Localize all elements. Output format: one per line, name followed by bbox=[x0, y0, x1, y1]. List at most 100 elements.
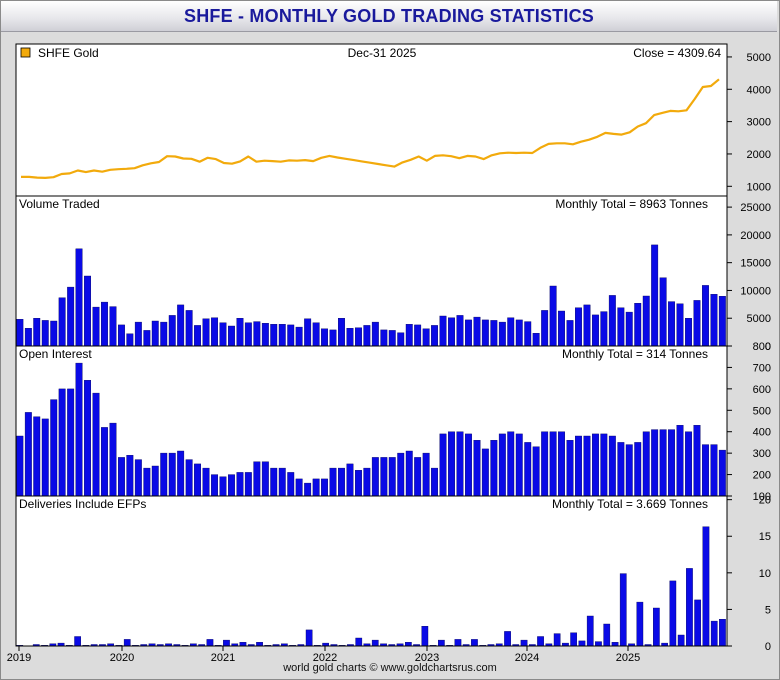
volume-bar bbox=[439, 315, 447, 347]
open_interest-bar bbox=[473, 440, 481, 497]
volume-bar bbox=[312, 322, 320, 347]
volume-bar bbox=[168, 315, 176, 347]
x-tick-label: 2025 bbox=[616, 652, 640, 664]
open_interest-bar bbox=[50, 399, 58, 497]
open_interest-bar bbox=[177, 450, 185, 497]
volume-bar bbox=[321, 328, 328, 347]
deliveries-bar bbox=[653, 607, 660, 647]
y-tick-label: 25000 bbox=[740, 202, 771, 214]
volume-bar bbox=[481, 319, 489, 347]
volume-bar bbox=[363, 325, 371, 347]
volume-bar bbox=[651, 244, 659, 347]
volume-bar bbox=[151, 320, 159, 347]
deliveries-title: Deliveries Include EFPs bbox=[19, 497, 146, 511]
open_interest-bar bbox=[448, 431, 455, 497]
volume-bar bbox=[371, 321, 379, 347]
open_interest-bar bbox=[304, 482, 312, 497]
deliveries-bar bbox=[305, 629, 313, 647]
volume-bar bbox=[211, 317, 219, 347]
open_interest-bar bbox=[329, 467, 337, 497]
volume-bar bbox=[380, 329, 388, 347]
open_interest-bar bbox=[312, 478, 320, 497]
open_interest-bar bbox=[109, 422, 117, 497]
open_interest-bar bbox=[33, 416, 41, 497]
deliveries-bar bbox=[256, 642, 263, 647]
open_interest-bar bbox=[481, 448, 489, 497]
y-tick-label: 700 bbox=[753, 362, 771, 374]
deliveries-bar bbox=[371, 639, 379, 647]
open_interest-bar bbox=[490, 440, 498, 497]
volume-bar bbox=[134, 321, 142, 347]
open_interest-bar bbox=[515, 433, 523, 497]
volume-bar bbox=[185, 310, 193, 347]
open_interest-bar bbox=[244, 472, 252, 497]
open_interest-bar bbox=[227, 474, 235, 497]
volume-bar bbox=[287, 324, 295, 347]
volume-readout: Monthly Total = 8963 Tonnes bbox=[555, 197, 708, 211]
deliveries-bar bbox=[694, 599, 702, 647]
deliveries-bar bbox=[719, 619, 726, 647]
deliveries-bar bbox=[504, 631, 511, 647]
y-tick-label: 15 bbox=[759, 531, 771, 543]
volume-bar bbox=[84, 275, 92, 347]
volume-bar bbox=[253, 321, 261, 347]
y-tick-label: 5 bbox=[765, 604, 771, 616]
volume-bar bbox=[600, 311, 608, 347]
y-tick-label: 1000 bbox=[747, 181, 771, 193]
open_interest-bar bbox=[558, 431, 565, 497]
open_interest-bar bbox=[363, 467, 371, 497]
deliveries-bar bbox=[520, 639, 528, 647]
deliveries-bar bbox=[578, 640, 586, 647]
volume-bar bbox=[668, 301, 675, 347]
open_interest-bar bbox=[575, 435, 582, 497]
open_interest-bar bbox=[143, 467, 151, 497]
volume-bar bbox=[41, 320, 49, 347]
open_interest-bar bbox=[287, 472, 295, 497]
open_interest-bar bbox=[236, 472, 244, 497]
open_interest-bar bbox=[718, 449, 726, 497]
y-tick-label: 10000 bbox=[740, 285, 771, 297]
volume-bar bbox=[685, 318, 692, 347]
y-tick-label: 300 bbox=[753, 448, 771, 460]
volume-bar bbox=[448, 317, 455, 347]
open_interest-bar bbox=[532, 446, 540, 497]
volume-bar bbox=[16, 319, 24, 347]
open_interest-bar bbox=[194, 463, 202, 497]
deliveries-bar bbox=[537, 636, 544, 647]
open_interest-bar bbox=[67, 388, 75, 497]
volume-title: Volume Traded bbox=[19, 197, 100, 211]
open_interest-panel: 100 200 300 400 500 600 700 800 Open Interest Mon… bbox=[16, 341, 771, 503]
deliveries-bar bbox=[710, 620, 718, 647]
open_interest-bar bbox=[355, 470, 362, 497]
open_interest-bar bbox=[295, 478, 303, 497]
volume-bar bbox=[414, 324, 422, 347]
deliveries-bar bbox=[123, 639, 131, 647]
volume-bar bbox=[75, 248, 83, 347]
volume-bar bbox=[710, 294, 718, 347]
deliveries-readout: Monthly Total = 3.669 Tonnes bbox=[552, 497, 708, 511]
open_interest-title: Open Interest bbox=[19, 347, 92, 361]
volume-bar bbox=[355, 327, 362, 347]
open_interest-bar bbox=[270, 467, 278, 497]
open_interest-bar bbox=[185, 459, 193, 497]
price-line bbox=[21, 78, 720, 179]
x-tick-label: 2019 bbox=[7, 652, 31, 664]
open_interest-bar bbox=[202, 467, 210, 497]
open_interest-bar bbox=[668, 429, 675, 497]
volume-bar bbox=[270, 324, 278, 347]
volume-bar bbox=[117, 324, 125, 347]
deliveries-bar bbox=[553, 633, 561, 647]
open_interest-bar bbox=[397, 452, 405, 497]
open_interest-bar bbox=[211, 474, 219, 497]
y-tick-label: 20000 bbox=[740, 230, 771, 242]
y-tick-label: 0 bbox=[765, 341, 771, 353]
open_interest-bar bbox=[371, 457, 379, 497]
volume-bar bbox=[431, 325, 438, 347]
open_interest-bar bbox=[549, 431, 557, 497]
open_interest-bar bbox=[100, 427, 108, 497]
volume-bar bbox=[549, 285, 557, 347]
panel-background bbox=[15, 43, 728, 197]
deliveries-bar bbox=[206, 639, 214, 647]
open_interest-bar bbox=[75, 362, 83, 497]
open_interest-bar bbox=[405, 450, 413, 497]
